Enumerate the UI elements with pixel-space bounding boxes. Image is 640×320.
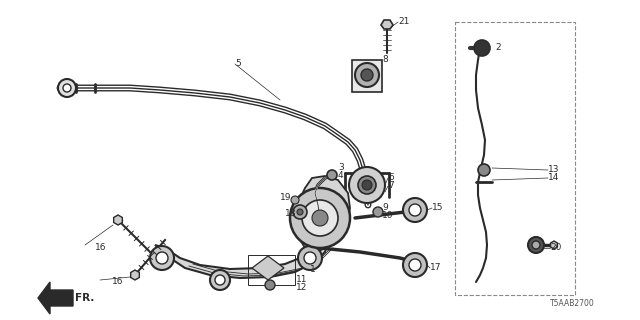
Circle shape	[403, 253, 427, 277]
Text: 10: 10	[382, 212, 394, 220]
Circle shape	[293, 205, 307, 219]
Text: 12: 12	[296, 284, 307, 292]
Circle shape	[312, 210, 328, 226]
Text: 5: 5	[235, 60, 241, 68]
Circle shape	[355, 63, 379, 87]
Text: 9: 9	[382, 204, 388, 212]
Circle shape	[474, 40, 490, 56]
Text: 21: 21	[398, 18, 410, 27]
Circle shape	[362, 180, 372, 190]
Polygon shape	[252, 256, 284, 280]
Circle shape	[265, 280, 275, 290]
Polygon shape	[352, 60, 382, 92]
Circle shape	[298, 246, 322, 270]
Circle shape	[361, 69, 373, 81]
Circle shape	[302, 200, 338, 236]
Circle shape	[290, 188, 350, 248]
Circle shape	[528, 237, 544, 253]
Polygon shape	[131, 270, 140, 280]
Circle shape	[409, 204, 421, 216]
Circle shape	[156, 252, 168, 264]
Text: 16: 16	[95, 244, 106, 252]
Polygon shape	[381, 20, 393, 29]
Polygon shape	[114, 215, 122, 225]
Text: 8: 8	[382, 55, 388, 65]
Circle shape	[478, 164, 490, 176]
Text: 11: 11	[296, 276, 307, 284]
Circle shape	[210, 270, 230, 290]
Circle shape	[215, 275, 225, 285]
Text: 2: 2	[495, 44, 500, 52]
Circle shape	[58, 79, 76, 97]
Polygon shape	[38, 282, 73, 314]
Text: 14: 14	[548, 173, 559, 182]
Text: 20: 20	[550, 244, 561, 252]
Circle shape	[291, 196, 299, 204]
Circle shape	[358, 176, 376, 194]
Text: 16: 16	[112, 277, 124, 286]
Text: 17: 17	[430, 263, 442, 273]
Circle shape	[349, 167, 385, 203]
Text: FR.: FR.	[75, 293, 94, 303]
Circle shape	[297, 209, 303, 215]
Circle shape	[327, 170, 337, 180]
Circle shape	[532, 241, 540, 249]
Circle shape	[373, 207, 383, 217]
Polygon shape	[295, 176, 350, 253]
Text: 7: 7	[388, 181, 394, 190]
Circle shape	[409, 259, 421, 271]
Text: 18: 18	[285, 210, 296, 219]
Circle shape	[63, 84, 71, 92]
Text: T5AAB2700: T5AAB2700	[550, 299, 595, 308]
Text: 3: 3	[338, 164, 344, 172]
Circle shape	[304, 252, 316, 264]
Text: 4: 4	[338, 172, 344, 180]
Text: 15: 15	[432, 204, 444, 212]
Polygon shape	[550, 241, 557, 249]
Polygon shape	[155, 200, 340, 278]
Text: 13: 13	[548, 165, 559, 174]
Circle shape	[403, 198, 427, 222]
Text: 1: 1	[310, 266, 316, 275]
Text: 6: 6	[388, 173, 394, 182]
Circle shape	[150, 246, 174, 270]
Text: 19: 19	[280, 194, 291, 203]
